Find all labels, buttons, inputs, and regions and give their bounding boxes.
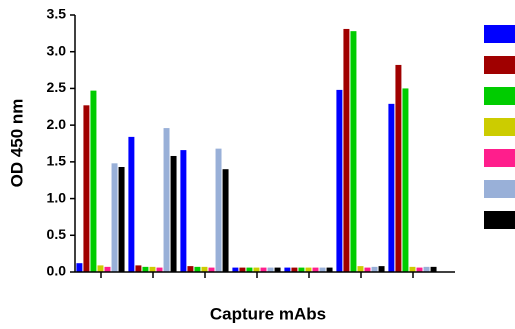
bar: [357, 266, 364, 272]
bar: [201, 266, 208, 272]
bar: [222, 169, 229, 272]
bar: [395, 64, 402, 272]
bar: [336, 89, 343, 272]
bar: [208, 267, 215, 272]
bar: [180, 150, 187, 272]
y-tick-label: 0.0: [47, 263, 67, 279]
bar: [430, 266, 437, 272]
bar: [416, 267, 423, 272]
bar: [194, 266, 201, 272]
bar: [170, 155, 177, 272]
legend-swatch: [484, 180, 515, 198]
y-tick-label: 2.0: [47, 116, 67, 132]
bar: [118, 166, 125, 272]
bar: [104, 266, 111, 272]
bar: [371, 266, 378, 272]
legend-swatch: [484, 56, 515, 74]
bar: [291, 267, 298, 272]
bar: [343, 28, 350, 272]
bar: [232, 267, 239, 272]
bar: [215, 148, 222, 272]
bar: [260, 267, 267, 272]
bar: [312, 267, 319, 272]
bar: [128, 136, 135, 272]
bar: [83, 105, 90, 273]
bar: [149, 266, 156, 272]
bar: [305, 267, 312, 272]
bar: [350, 31, 357, 273]
bar: [319, 267, 326, 272]
bar: [388, 103, 395, 272]
bar: [402, 88, 409, 272]
bar: [378, 266, 385, 272]
bar: [267, 267, 274, 272]
y-tick-label: 3.5: [47, 6, 67, 22]
legend-swatch: [484, 149, 515, 167]
y-tick-label: 1.0: [47, 189, 67, 205]
bar: [187, 266, 194, 272]
y-tick-label: 3.0: [47, 42, 67, 58]
bar: [135, 265, 142, 272]
bar: [326, 267, 333, 272]
y-axis-label: OD 450 nm: [7, 99, 26, 188]
bar: [246, 267, 253, 272]
bar: [274, 267, 281, 272]
bar: [253, 267, 260, 272]
legend-swatch: [484, 25, 515, 43]
bar: [239, 267, 246, 272]
bar: [284, 267, 291, 272]
bar: [298, 267, 305, 272]
legend-swatch: [484, 118, 515, 136]
bar: [409, 266, 416, 272]
y-tick-label: 1.5: [47, 153, 67, 169]
y-tick-label: 2.5: [47, 79, 67, 95]
legend-swatch: [484, 87, 515, 105]
bar: [97, 265, 104, 272]
bar: [111, 163, 118, 272]
bar: [423, 266, 430, 272]
bar: [90, 90, 97, 272]
y-tick-label: 0.5: [47, 226, 67, 242]
legend-swatch: [484, 211, 515, 229]
bar: [156, 267, 163, 272]
bar: [364, 267, 371, 272]
bar: [142, 266, 149, 272]
bar: [76, 263, 83, 272]
bar: [163, 128, 170, 272]
x-axis-label: Capture mAbs: [210, 304, 326, 323]
